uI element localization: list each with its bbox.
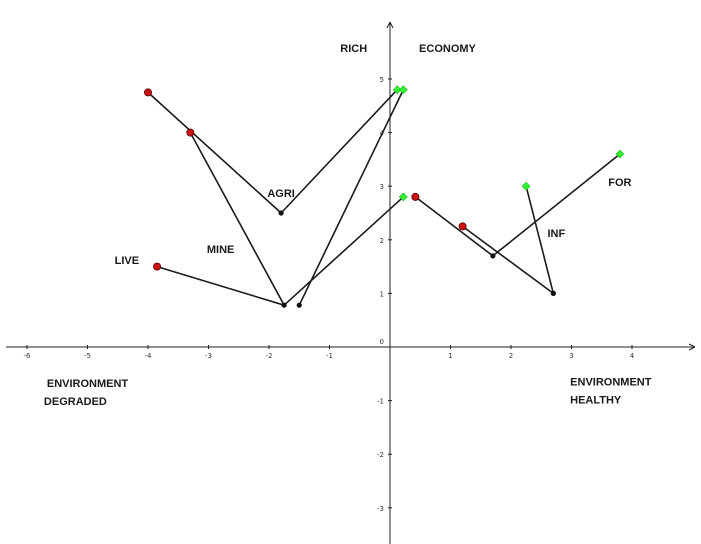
green-point bbox=[398, 192, 408, 202]
data-points bbox=[143, 85, 625, 308]
segment-line bbox=[462, 225, 554, 295]
annotation-label: HEALTHY bbox=[570, 394, 622, 406]
x-tick-label: -3 bbox=[205, 352, 212, 360]
annotations: RICH ECONOMY AGRI MINE LIVE INF FOR ENVIRONMENT… bbox=[44, 43, 652, 408]
x-tick-label: -2 bbox=[266, 352, 273, 360]
x-tick-label: -6 bbox=[24, 352, 32, 360]
y-tick-label: 1 bbox=[380, 290, 384, 298]
x-tick-label: 4 bbox=[630, 352, 635, 360]
x-tick-label: -5 bbox=[84, 352, 91, 360]
segment-line bbox=[156, 265, 285, 306]
annotation-label: FOR bbox=[608, 177, 631, 189]
red-point bbox=[411, 192, 420, 201]
annotation-label: ECONOMY bbox=[419, 43, 477, 55]
annotation-label: ENVIRONMENT bbox=[570, 377, 652, 389]
segments bbox=[147, 89, 621, 306]
x-tick-label: -4 bbox=[145, 352, 153, 360]
y-axis-arrow bbox=[386, 21, 394, 29]
segment-line bbox=[147, 91, 282, 214]
green-point bbox=[521, 181, 531, 191]
green-point bbox=[392, 85, 402, 95]
segment-line bbox=[298, 89, 405, 306]
x-axis-arrow bbox=[688, 343, 696, 351]
y-tick-label: 5 bbox=[380, 76, 384, 84]
black-point bbox=[278, 210, 284, 216]
green-point bbox=[615, 149, 625, 159]
axes bbox=[6, 21, 696, 544]
annotation-label: LIVE bbox=[115, 255, 139, 267]
black-point bbox=[281, 302, 287, 308]
black-point bbox=[490, 253, 496, 259]
segment-line bbox=[280, 89, 398, 214]
red-point bbox=[458, 222, 467, 231]
red-point bbox=[186, 128, 195, 137]
y-tick-label: 3 bbox=[380, 183, 384, 191]
origin-label: 0 bbox=[380, 338, 384, 346]
x-tick-label: -1 bbox=[326, 352, 333, 360]
annotation-label: INF bbox=[548, 228, 566, 240]
black-point bbox=[296, 302, 302, 308]
y-tick-label: -3 bbox=[377, 505, 384, 513]
annotation-label: RICH bbox=[340, 43, 367, 55]
annotation-label: AGRI bbox=[267, 188, 295, 200]
annotation-label: DEGRADED bbox=[44, 396, 107, 408]
y-tick-label: -1 bbox=[377, 398, 384, 406]
y-tick-label: 2 bbox=[380, 237, 384, 245]
segment-line bbox=[283, 196, 404, 306]
x-tick-label: 3 bbox=[569, 352, 573, 360]
annotation-label: ENVIRONMENT bbox=[47, 378, 129, 390]
segment-line bbox=[189, 132, 285, 306]
red-point bbox=[143, 88, 152, 97]
x-tick-label: 1 bbox=[448, 352, 452, 360]
x-tick-label: 2 bbox=[509, 352, 513, 360]
segment-line bbox=[525, 186, 555, 294]
y-tick-label: -2 bbox=[377, 451, 384, 459]
annotation-label: MINE bbox=[207, 244, 235, 256]
green-point bbox=[398, 85, 408, 95]
black-point bbox=[550, 290, 556, 296]
segment-line bbox=[414, 196, 494, 257]
segment-line bbox=[492, 153, 621, 257]
red-point bbox=[153, 262, 162, 271]
